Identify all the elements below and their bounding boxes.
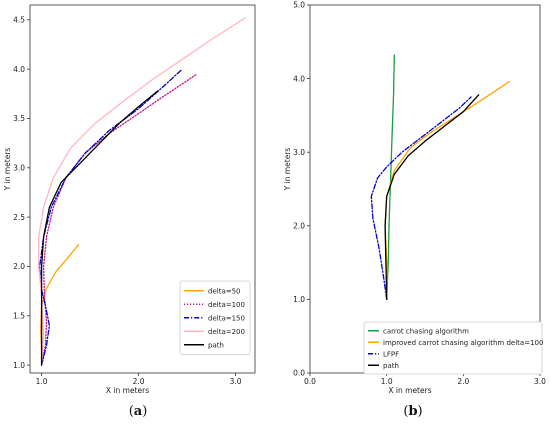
y-tick-label: 3.5 xyxy=(13,114,25,123)
y-tick-label: 5.0 xyxy=(293,1,305,10)
caption-a: (a) xyxy=(129,404,148,419)
legend-label: improved carrot chasing algorithm delta=… xyxy=(383,339,543,347)
series-line-path xyxy=(384,94,480,301)
y-tick-label: 4.0 xyxy=(293,74,305,83)
legend-label: delta=50 xyxy=(208,287,241,295)
x-tick-label: 2.0 xyxy=(457,377,469,386)
y-tick-label: 2.0 xyxy=(13,262,25,271)
legend-label: delta=100 xyxy=(208,301,245,309)
x-tick-label: 3.0 xyxy=(534,377,546,386)
chart-a: 1.0 2.0 3.0 1.0 1.5 2.0 2.5 3.0 3.5 4.0 4.5 X in me… xyxy=(3,4,256,395)
x-axis-label: X in meters xyxy=(388,386,431,395)
y-axis-label: Y in meters xyxy=(283,148,292,192)
y-tick-label: 1.0 xyxy=(293,295,305,304)
y-tick-label: 2.0 xyxy=(293,222,305,231)
x-tick-label: 1.0 xyxy=(381,377,393,386)
y-axis-label: Y in meters xyxy=(3,148,12,192)
x-tick-label: 2.0 xyxy=(133,377,145,386)
legend-label: delta=200 xyxy=(208,328,245,336)
x-tick-label: 1.0 xyxy=(36,377,48,386)
series-line-lfpf xyxy=(370,96,472,301)
legend-label: delta=150 xyxy=(208,314,245,322)
series-line-delta-150 xyxy=(39,68,183,366)
y-tick-label: 3.0 xyxy=(293,148,305,157)
legend-label: path xyxy=(208,341,224,349)
series-line-path xyxy=(40,90,159,366)
x-axis-label: X in meters xyxy=(106,386,149,395)
y-tick-label: 0.0 xyxy=(293,369,305,378)
legend-label: carrot chasing algorithm xyxy=(383,327,469,335)
series-line-delta-100 xyxy=(40,73,198,366)
plot-frame xyxy=(29,4,256,374)
legend-label: LFPF xyxy=(383,350,399,358)
legend-box xyxy=(179,280,251,355)
y-tick-label: 3.0 xyxy=(13,163,25,172)
legend-box xyxy=(363,321,543,375)
y-tick-label: 2.5 xyxy=(13,213,25,222)
y-tick-label: 4.5 xyxy=(13,15,25,24)
y-tick-label: 4.0 xyxy=(13,65,25,74)
legend-label: path xyxy=(383,362,399,370)
x-tick-label: 0.0 xyxy=(304,377,316,386)
y-tick-label: 1.0 xyxy=(13,361,25,370)
plot-frame xyxy=(309,4,541,374)
chart-b: 0.0 1.0 2.0 3.0 0.0 1.0 2.0 3.0 4.0 5.0 X in meter… xyxy=(283,1,546,395)
series-line-improved-carrot-chasing-algorithm-delta-100 xyxy=(384,80,510,301)
y-tick-label: 1.5 xyxy=(13,311,25,320)
x-tick-label: 3.0 xyxy=(230,377,242,386)
caption-b: (b) xyxy=(403,404,422,419)
